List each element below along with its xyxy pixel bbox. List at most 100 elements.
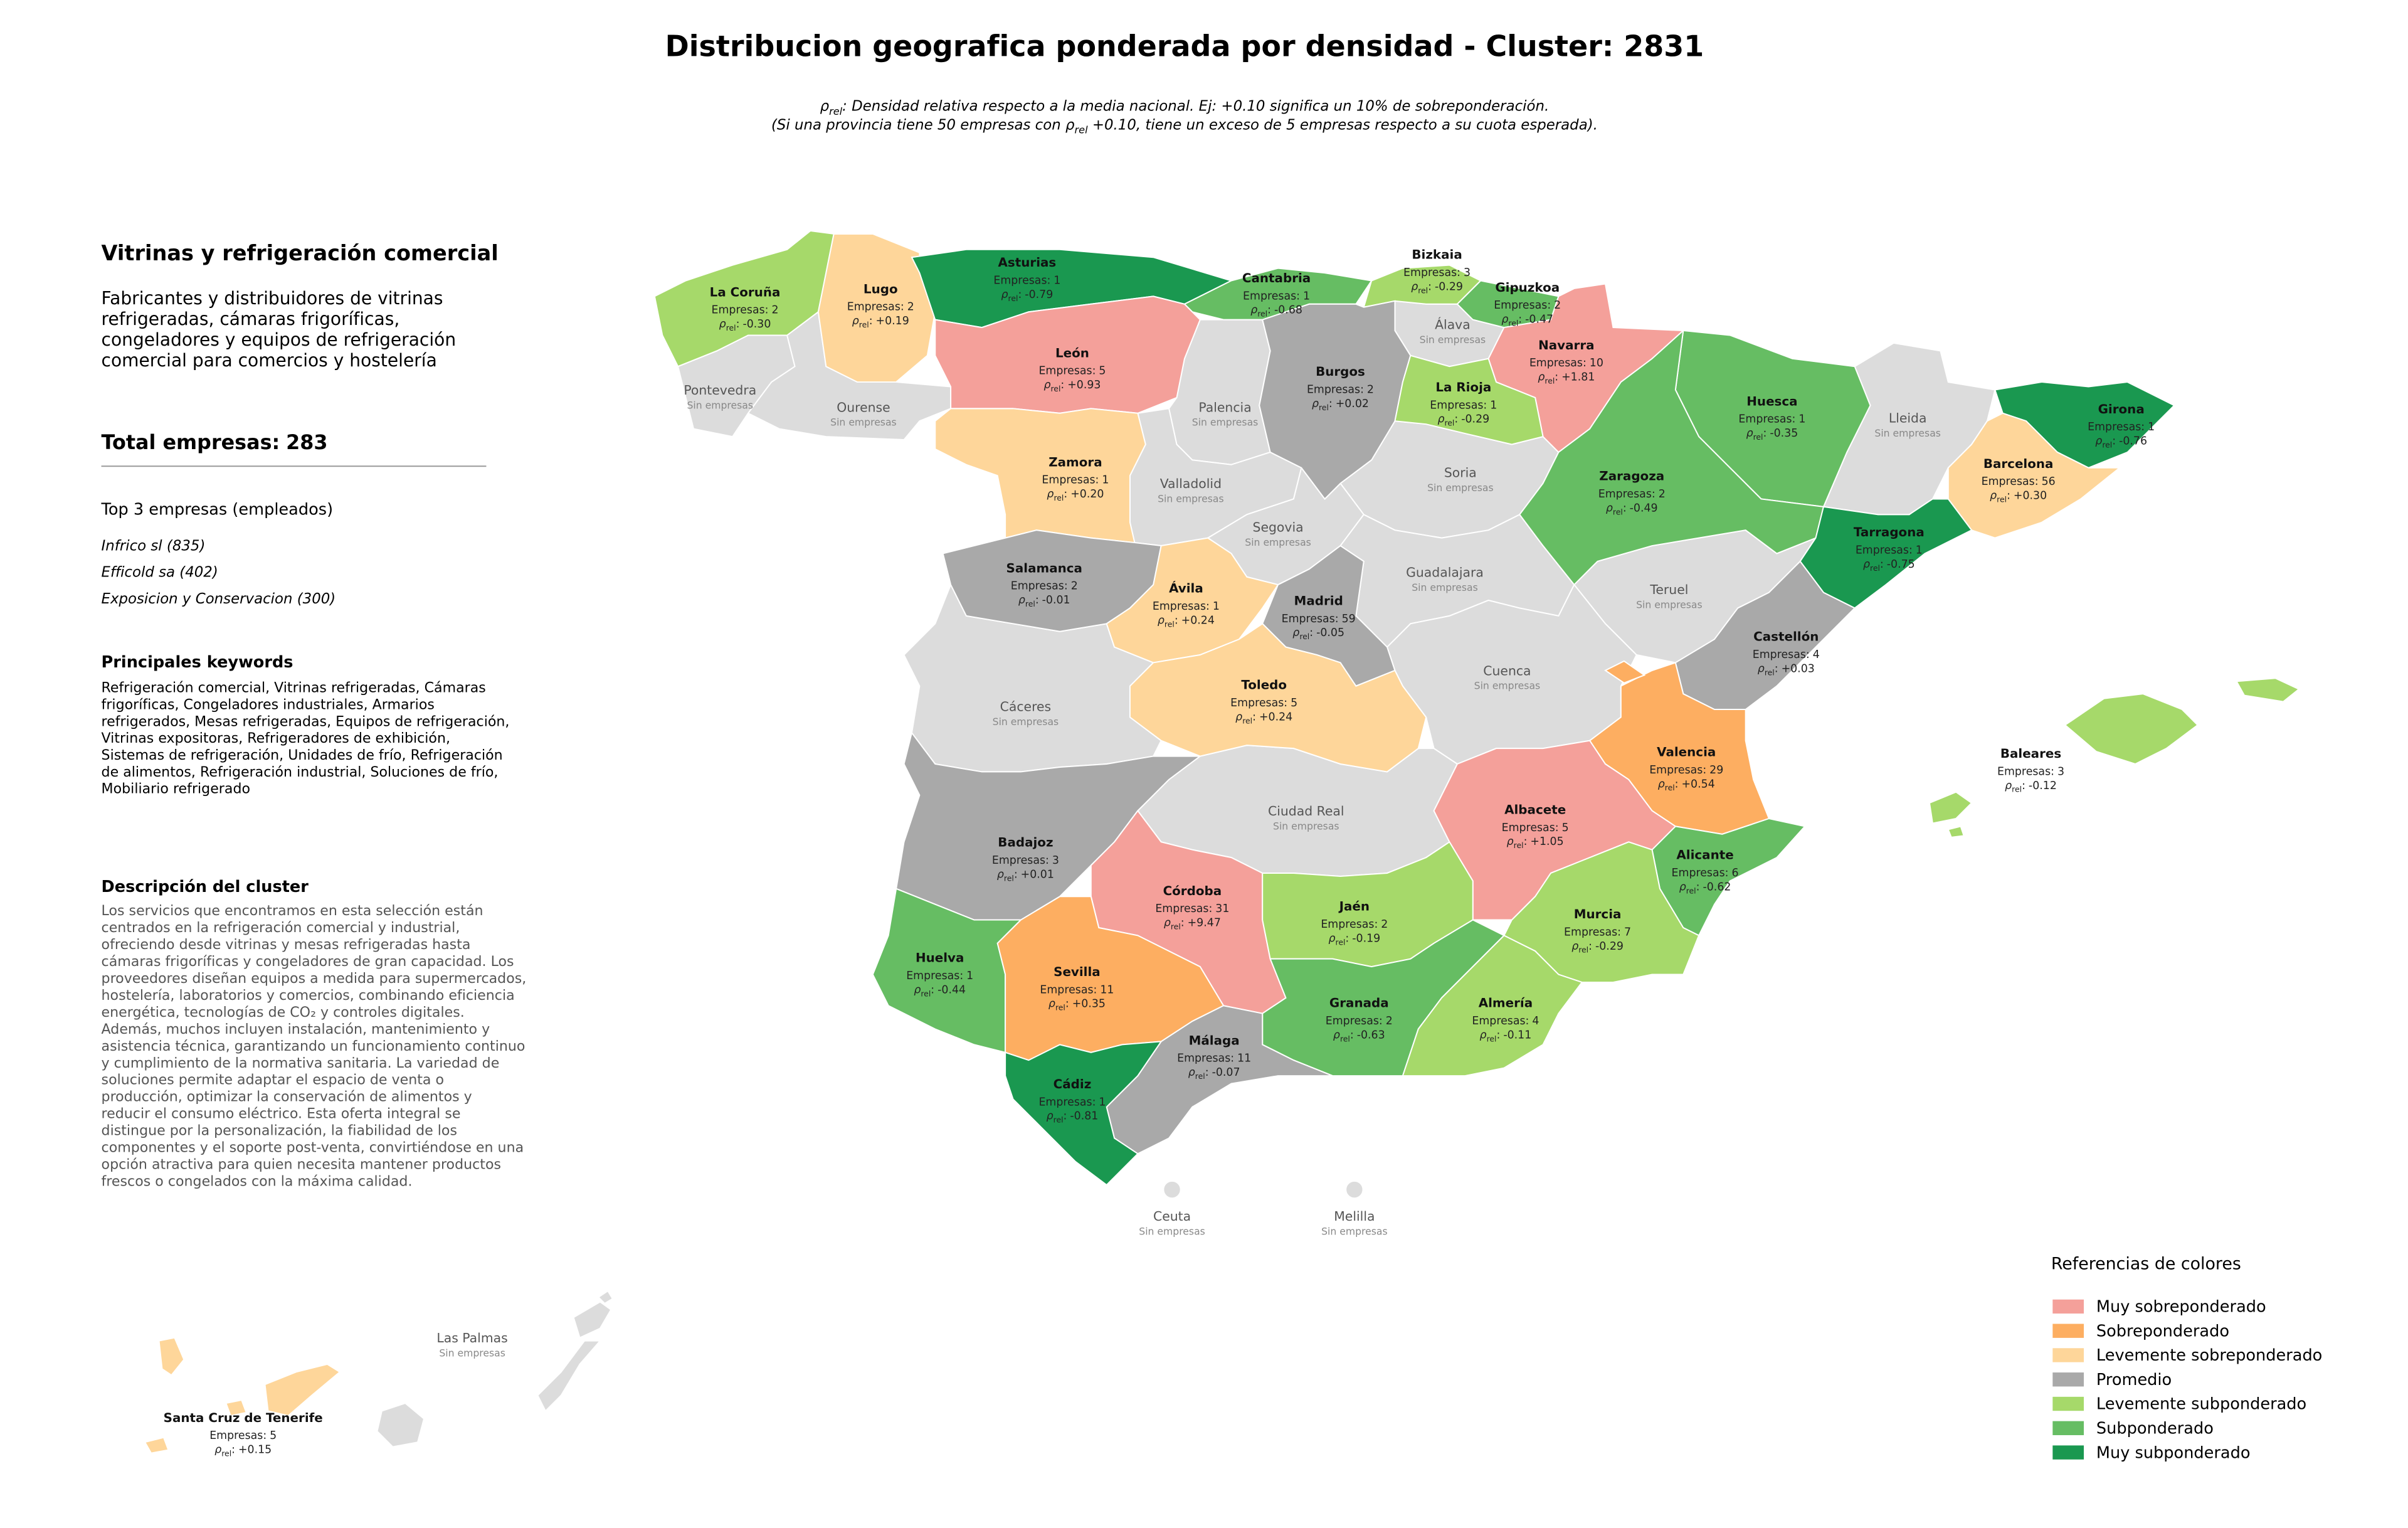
empty-label: Sin empresas	[1158, 492, 1224, 504]
count-prefix: Empresas:	[1494, 299, 1551, 312]
rho-symbol: ρ	[2095, 435, 2102, 447]
description-line: hostelería, laboratorios y comercios, co…	[102, 987, 515, 1004]
rho-symbol: ρ	[1018, 594, 1025, 607]
count-label: Empresas: 1	[2088, 421, 2155, 433]
description-line: reducir el consumo eléctrico. Esta ofert…	[102, 1106, 461, 1122]
empty-label: Sin empresas	[1427, 482, 1494, 494]
province-shape	[817, 233, 936, 383]
rho-sub: rel	[1050, 384, 1060, 393]
province-name: Castellón	[1753, 630, 1819, 644]
count-value: 7	[1624, 926, 1631, 938]
count-label: Empresas: 1	[1430, 399, 1497, 411]
rho-suffix: :	[1060, 379, 1064, 391]
province-shape	[1394, 354, 1544, 445]
count-prefix: Empresas:	[2088, 421, 2145, 433]
description-line: Los servicios que encontramos en esta se…	[102, 903, 483, 919]
count-label: Empresas: 5	[1038, 365, 1106, 378]
rho-label: ρrel: -0.01	[1018, 594, 1070, 608]
rho-sub: rel	[1336, 937, 1346, 947]
rho-label: ρrel: -0.79	[1001, 289, 1054, 303]
empty-label: Sin empresas	[1474, 680, 1541, 692]
count-prefix: Empresas:	[1038, 1096, 1096, 1108]
count-prefix: Empresas:	[1738, 413, 1795, 426]
count-label: Empresas: 1	[1856, 544, 1923, 556]
legend-swatch	[2052, 1372, 2084, 1387]
rho-sub: rel	[1514, 841, 1524, 850]
count-value: 1	[1102, 474, 1109, 487]
rho-symbol: ρ	[719, 318, 726, 331]
count-value: 10	[1590, 357, 1603, 369]
subtitle-part: (Si una provincia tiene 50 empresas con	[771, 117, 1065, 133]
count-label: Empresas: 2	[1598, 488, 1666, 501]
province-name: Cáceres	[1000, 699, 1052, 714]
rho-label: ρrel: -0.29	[1437, 413, 1489, 428]
subtitle-part: +0.10, tiene un exceso de 5 empresas res…	[1088, 117, 1598, 133]
rho-sub: rel	[859, 320, 869, 329]
provinces-layer	[144, 230, 2300, 1454]
count-label: Empresas: 3	[992, 854, 1059, 867]
province-name: Lleida	[1889, 411, 1927, 426]
province-name: Huesca	[1746, 394, 1797, 408]
rho-label: ρrel: -0.81	[1047, 1110, 1099, 1125]
rho-sub: rel	[1242, 716, 1252, 725]
province-name: Ávila	[1169, 581, 1203, 596]
province-shape	[1503, 841, 1700, 983]
rho-label: ρrel: +0.15	[214, 1444, 272, 1458]
rho-sub: rel	[221, 1449, 231, 1458]
rho-suffix: :	[2112, 435, 2116, 447]
sector-description: refrigeradas, cámaras frigoríficas,	[102, 309, 400, 329]
count-label: Empresas: 1	[1243, 290, 1310, 302]
province-name: Granada	[1329, 996, 1389, 1011]
count-label: Empresas: 1	[1038, 1096, 1106, 1108]
legend-label: Subponderado	[2096, 1419, 2214, 1438]
province-shape	[537, 1340, 602, 1413]
count-prefix: Empresas:	[1038, 365, 1096, 378]
count-prefix: Empresas:	[1011, 580, 1068, 593]
count-prefix: Empresas:	[1177, 1053, 1234, 1065]
count-value: 2	[1381, 918, 1388, 931]
rho-symbol: ρ	[1188, 1066, 1195, 1079]
rho-symbol: ρ	[214, 1444, 221, 1456]
subtitle-part: rel	[829, 105, 843, 117]
rho-suffix: :	[1345, 932, 1349, 945]
sector-description: Fabricantes y distribuidores de vitrinas	[102, 288, 443, 309]
count-label: Empresas: 56	[1982, 475, 2056, 488]
count-value: 3	[2057, 765, 2064, 778]
count-label: Empresas: 1	[993, 274, 1060, 287]
rho-value: -0.29	[1595, 940, 1624, 953]
count-value: 5	[1291, 697, 1297, 709]
rho-value: -0.30	[742, 318, 771, 331]
subtitle-part: rel	[1075, 124, 1089, 136]
count-label: Empresas: 2	[847, 301, 914, 314]
province-shape	[1129, 623, 1427, 773]
province-shape	[1005, 1041, 1163, 1186]
legend-label: Sobreponderado	[2096, 1322, 2229, 1340]
province-name: León	[1055, 346, 1089, 360]
rho-sub: rel	[1578, 945, 1588, 955]
rho-sub: rel	[1444, 418, 1454, 428]
rho-value: -0.63	[1357, 1029, 1385, 1041]
province-name: Murcia	[1574, 907, 1622, 921]
count-value: 1	[1916, 544, 1923, 556]
rho-suffix: :	[1518, 314, 1522, 326]
rho-sub: rel	[726, 323, 736, 332]
count-label: Empresas: 2	[1011, 580, 1078, 593]
count-label: Empresas: 5	[1230, 697, 1297, 709]
rho-suffix: :	[1880, 558, 1884, 571]
rho-symbol: ρ	[1047, 1110, 1054, 1123]
empty-label: Sin empresas	[830, 416, 897, 428]
count-label: Empresas: 10	[1529, 357, 1603, 369]
province-shape	[573, 1301, 612, 1339]
count-label: Empresas: 4	[1753, 649, 1820, 661]
count-prefix: Empresas:	[1326, 1015, 1383, 1027]
description-line: producción, optimizar la conservación de…	[102, 1089, 472, 1105]
province-name: Girona	[2098, 402, 2145, 416]
count-value: 6	[1732, 867, 1739, 879]
rho-symbol: ρ	[1758, 662, 1765, 675]
province-name: Bizkaia	[1412, 248, 1462, 262]
rho-value: +0.30	[2014, 489, 2047, 502]
count-label: Empresas: 3	[1403, 267, 1471, 279]
count-value: 11	[1237, 1053, 1251, 1065]
rho-label: ρrel: -0.75	[1863, 558, 1915, 573]
rho-label: ρrel: -0.35	[1746, 427, 1798, 442]
